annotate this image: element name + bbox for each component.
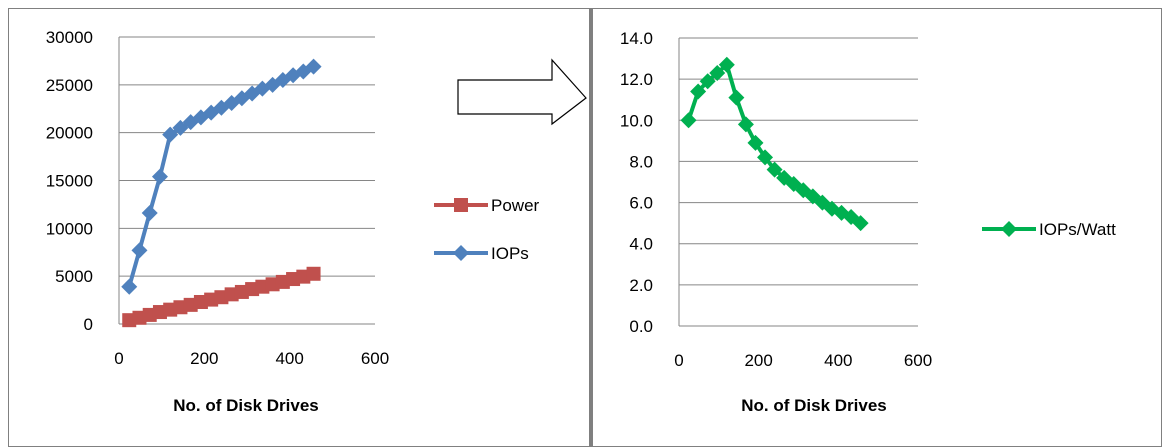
iops-legend-label: IOPs	[491, 244, 529, 263]
iops-watt-point	[737, 116, 754, 133]
iops-series	[121, 58, 322, 295]
right-x-tick-label: 600	[904, 351, 932, 370]
right-x-axis-label: No. of Disk Drives	[741, 396, 887, 415]
iops-legend-marker	[453, 245, 469, 261]
iops-watt-point	[728, 89, 745, 106]
iops-watt-legend-label: IOPs/Watt	[1039, 220, 1116, 239]
iops-legend-entry: IOPs	[434, 244, 529, 263]
iops-watt-legend-marker	[1001, 221, 1017, 237]
iops-watt-series	[680, 56, 869, 232]
left-series	[121, 58, 322, 328]
left-y-tick-label: 15000	[46, 172, 93, 191]
iops-watt-point	[690, 83, 707, 100]
iops-watt-point	[766, 161, 783, 178]
iops-watt-point	[747, 134, 764, 151]
left-chart: 0 5000 10000 15000 20000 25000 30000 0 200 400 60…	[46, 28, 540, 415]
right-y-tick-label: 4.0	[629, 235, 653, 254]
left-x-axis-label: No. of Disk Drives	[173, 396, 319, 415]
right-y-tick-label: 12.0	[620, 70, 653, 89]
iops-point	[131, 242, 148, 259]
right-y-tick-label: 10.0	[620, 111, 653, 130]
left-y-tick-label: 0	[84, 315, 93, 334]
left-y-tick-labels: 0 5000 10000 15000 20000 25000 30000	[46, 28, 93, 334]
left-x-tick-label: 400	[275, 349, 303, 368]
right-x-tick-label: 200	[744, 351, 772, 370]
iops-watt-point	[680, 112, 697, 129]
right-y-tick-labels: 0.0 2.0 4.0 6.0 8.0 10.0 12.0 14.0	[620, 29, 653, 336]
left-y-tick-label: 30000	[46, 28, 93, 47]
arrow-shape	[457, 58, 587, 126]
left-axes	[118, 37, 375, 325]
power-legend-label: Power	[491, 196, 540, 215]
power-point	[306, 266, 321, 281]
right-y-tick-label: 2.0	[629, 276, 653, 295]
iops-point	[162, 126, 179, 143]
iops-point	[141, 205, 158, 222]
right-axes	[678, 38, 918, 327]
iops-point	[151, 168, 168, 185]
right-x-tick-label: 0	[674, 351, 683, 370]
right-y-tick-label: 14.0	[620, 29, 653, 48]
iops-watt-point	[718, 56, 735, 73]
right-legend: IOPs/Watt	[982, 220, 1116, 239]
right-chart: 0.0 2.0 4.0 6.0 8.0 10.0 12.0 14.0 0 200 400 600 N…	[620, 29, 1116, 415]
power-legend-entry: Power	[434, 196, 540, 215]
iops-watt-point	[757, 149, 774, 166]
power-series	[122, 266, 321, 328]
iops-watt-point	[699, 73, 716, 90]
right-series	[680, 56, 869, 232]
iops-watt-point	[709, 64, 726, 81]
left-x-tick-label: 0	[114, 349, 123, 368]
left-y-tick-label: 10000	[46, 219, 93, 238]
left-y-tick-label: 20000	[46, 124, 93, 143]
right-x-tick-labels: 0 200 400 600	[674, 351, 932, 370]
chart-divider	[589, 8, 592, 447]
left-x-tick-label: 200	[190, 349, 218, 368]
right-y-tick-label: 8.0	[629, 152, 653, 171]
iops-watt-point	[852, 215, 869, 232]
iops-point	[121, 278, 138, 295]
left-x-tick-labels: 0 200 400 600	[114, 349, 389, 368]
right-y-tick-label: 6.0	[629, 194, 653, 213]
left-legend: Power IOPs	[434, 196, 540, 263]
left-x-tick-label: 600	[361, 349, 389, 368]
left-y-tick-label: 5000	[55, 267, 93, 286]
right-x-tick-label: 400	[824, 351, 852, 370]
power-legend-marker	[454, 198, 468, 212]
iops-watt-legend-entry: IOPs/Watt	[982, 220, 1116, 239]
iops-point	[305, 58, 322, 75]
left-y-tick-label: 25000	[46, 76, 93, 95]
right-y-tick-label: 0.0	[629, 317, 653, 336]
